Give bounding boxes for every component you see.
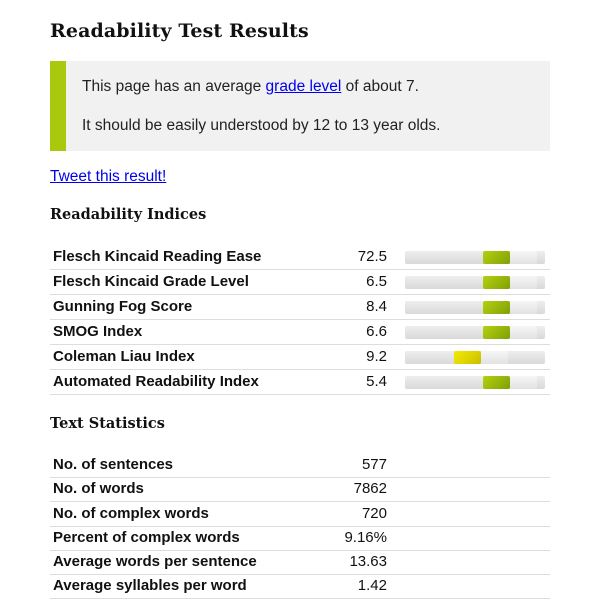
index-row: Flesch Kincaid Grade Level 6.5 bbox=[50, 270, 550, 295]
summary-age-line: It should be easily understood by 12 to … bbox=[82, 117, 441, 134]
index-score-tail bbox=[510, 301, 537, 314]
index-value: 6.6 bbox=[366, 323, 387, 340]
stat-row: Average syllables per word 1.42 bbox=[50, 574, 550, 599]
index-label: Flesch Kincaid Grade Level bbox=[53, 273, 249, 290]
text-statistics-heading: Text Statistics bbox=[50, 415, 165, 432]
summary-grade-line: This page has an average grade level of … bbox=[82, 78, 419, 96]
index-row: SMOG Index 6.6 bbox=[50, 320, 550, 345]
index-score-bar bbox=[405, 376, 545, 389]
index-score-tail bbox=[510, 251, 537, 264]
index-value: 6.5 bbox=[366, 273, 387, 290]
index-score-tail bbox=[481, 351, 508, 364]
stat-value: 1.42 bbox=[357, 577, 387, 594]
summary-grade-prefix: This page has an average bbox=[82, 78, 266, 95]
index-score-tail bbox=[510, 276, 537, 289]
index-row: Coleman Liau Index 9.2 bbox=[50, 345, 550, 370]
index-score-bar bbox=[405, 251, 545, 264]
stat-value: 13.63 bbox=[349, 553, 387, 570]
stat-label: Average syllables per word bbox=[53, 577, 247, 594]
summary-callout: This page has an average grade level of … bbox=[50, 61, 550, 151]
index-value: 72.5 bbox=[357, 248, 387, 265]
index-value: 9.2 bbox=[366, 348, 387, 365]
index-score-marker bbox=[483, 326, 510, 339]
index-label: Flesch Kincaid Reading Ease bbox=[53, 248, 262, 265]
tweet-result-link[interactable]: Tweet this result! bbox=[50, 168, 167, 185]
index-score-bar bbox=[405, 351, 545, 364]
stat-label: No. of sentences bbox=[53, 456, 174, 473]
index-score-bar bbox=[405, 276, 545, 289]
summary-grade-suffix: of about 7. bbox=[341, 78, 419, 95]
index-score-bar bbox=[405, 326, 545, 339]
stat-label: No. of words bbox=[53, 480, 144, 497]
index-score-tail bbox=[510, 376, 537, 389]
stat-row: No. of sentences 577 bbox=[50, 453, 550, 478]
index-label: Gunning Fog Score bbox=[53, 298, 193, 315]
index-row: Gunning Fog Score 8.4 bbox=[50, 295, 550, 320]
stat-value: 720 bbox=[361, 505, 387, 522]
page-title: Readability Test Results bbox=[50, 20, 309, 42]
stat-row: Percent of complex words 9.16% bbox=[50, 526, 550, 551]
index-score-bar bbox=[405, 301, 545, 314]
index-score-marker bbox=[483, 376, 510, 389]
stat-label: No. of complex words bbox=[53, 505, 209, 522]
grade-level-link[interactable]: grade level bbox=[265, 78, 342, 95]
stat-value: 577 bbox=[361, 456, 387, 473]
index-value: 5.4 bbox=[366, 373, 387, 390]
index-score-marker bbox=[483, 301, 510, 314]
index-score-marker bbox=[454, 351, 481, 364]
stat-value: 7862 bbox=[353, 480, 387, 497]
readability-indices-heading: Readability Indices bbox=[50, 206, 207, 223]
index-row: Flesch Kincaid Reading Ease 72.5 bbox=[50, 245, 550, 270]
stat-row: No. of complex words 720 bbox=[50, 502, 550, 527]
stat-row: No. of words 7862 bbox=[50, 477, 550, 502]
index-label: Automated Readability Index bbox=[53, 373, 259, 390]
index-score-marker bbox=[483, 276, 510, 289]
index-label: SMOG Index bbox=[53, 323, 143, 340]
index-label: Coleman Liau Index bbox=[53, 348, 195, 365]
stat-label: Average words per sentence bbox=[53, 553, 257, 570]
index-value: 8.4 bbox=[366, 298, 387, 315]
stat-label: Percent of complex words bbox=[53, 529, 240, 546]
index-row: Automated Readability Index 5.4 bbox=[50, 370, 550, 395]
stat-row: Average words per sentence 13.63 bbox=[50, 550, 550, 575]
index-score-tail bbox=[510, 326, 537, 339]
stat-value: 9.16% bbox=[344, 529, 387, 546]
index-score-marker bbox=[483, 251, 510, 264]
